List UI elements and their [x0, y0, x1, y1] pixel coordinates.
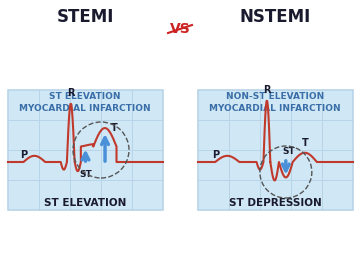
Text: ST ELEVATION
MYOCARDIAL INFARCTION: ST ELEVATION MYOCARDIAL INFARCTION: [19, 92, 151, 113]
FancyBboxPatch shape: [198, 90, 353, 210]
Text: VS: VS: [170, 22, 190, 36]
Text: ST: ST: [79, 170, 92, 179]
Text: ST ELEVATION: ST ELEVATION: [44, 198, 126, 208]
Text: T: T: [301, 138, 308, 148]
Text: P: P: [212, 150, 219, 160]
Text: NON-ST ELEVATION
MYOCARDIAL INFARCTION: NON-ST ELEVATION MYOCARDIAL INFARCTION: [209, 92, 341, 113]
Text: P: P: [20, 150, 27, 160]
Text: STEMI: STEMI: [56, 8, 114, 26]
Text: R: R: [263, 85, 271, 95]
Text: ST DEPRESSION: ST DEPRESSION: [229, 198, 321, 208]
Text: T: T: [110, 123, 117, 132]
Text: R: R: [67, 88, 74, 98]
Text: NSTEMI: NSTEMI: [239, 8, 310, 26]
FancyBboxPatch shape: [8, 90, 163, 210]
Text: ST: ST: [282, 147, 295, 156]
